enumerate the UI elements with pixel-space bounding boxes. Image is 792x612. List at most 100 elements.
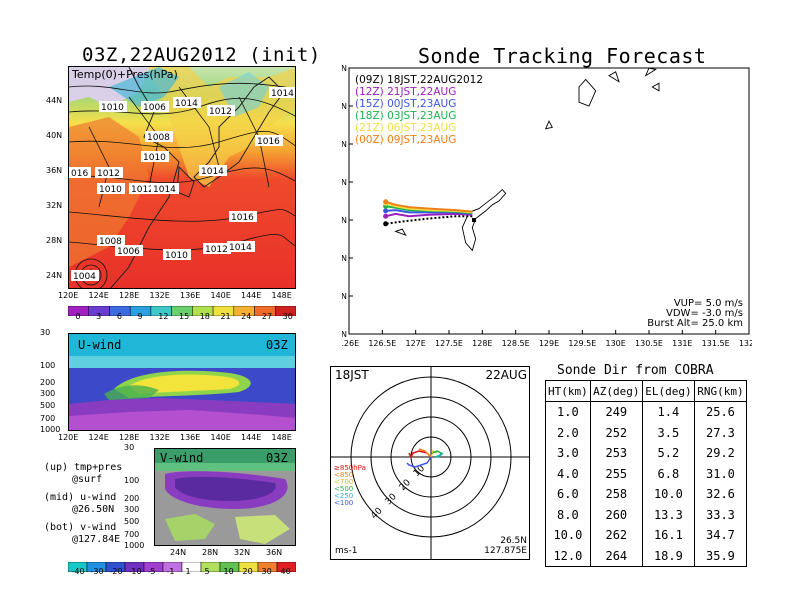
u-wind-svg [69,334,295,430]
wind-colorbar-tick: 1 [185,567,191,576]
u-pressure-tick: 1000 [40,425,61,434]
table-cell: 18.9 [642,545,695,567]
legend-entry: (21Z) 06JST,23AUG [355,122,456,134]
wind-colorbar-tick: -40 [71,567,85,576]
island-outline [544,120,553,130]
island-outline [394,228,407,237]
u-lon-tick: 140E [210,433,231,442]
lon-tick: 120E [58,291,79,300]
temp-colorbar-tick: 18 [199,312,210,321]
u-pressure-tick: 300 [40,389,56,398]
lon-tick: 140E [210,291,231,300]
table-row: 2.0 252 3.5 27.3 [545,422,747,443]
ring-label: 40 [369,506,384,521]
u-pressure-tick: 100 [40,361,56,370]
hodograph-date: 22AUG [485,368,527,382]
u-lon-tick: 120E [58,433,79,442]
v-pressure-tick: 30 [124,443,135,452]
hodograph-unit: ms-1 [335,546,357,556]
temp-colorbar-tick: 24 [241,312,252,321]
table-header-cell: RNG(km) [694,380,747,402]
table-cell: 264 [590,545,643,567]
wind-colorbar-tick: -5 [147,567,156,576]
pressure-label: 1016 [231,213,254,223]
hodograph-trace [406,456,432,468]
temp-colorbar-tick: 12 [158,312,169,321]
v-pressure-tick: 200 [124,494,140,503]
wind-colorbar-tick: -1 [166,567,175,576]
table-cell: 5.2 [642,443,695,464]
table-header-cell: EL(deg) [642,380,695,402]
v-lat-tick: 32N [234,548,251,557]
plot-frame [348,67,750,335]
lat-tick: 40N [46,131,63,140]
table-cell: 253 [590,443,643,464]
table-cell: 27.3 [706,425,735,440]
table-header-row: HT(km) AZ(deg) EL(deg) RNG(km) [545,380,747,402]
pressure-label-bg [199,165,227,176]
param-text: Burst Alt= 25.0 km [647,318,743,329]
wind-legend-sub: @26.50N [72,504,115,515]
u-lon-tick: 128E [119,433,140,442]
v-wind-label: V-wind [160,451,204,465]
pressure-label-bg [173,97,201,108]
u-lon-tick: 148E [271,433,292,442]
y-tick-label: 28N [342,102,347,111]
u-lon-tick: 144E [241,433,262,442]
pressure-label: 1010 [143,153,166,163]
legend-entry: (00Z) 09JST,23AUG [355,134,456,146]
v-pressure-tick: 1000 [124,541,145,550]
temp-colorbar-tick: 30 [282,312,293,321]
v-pressure-tick: 300 [124,505,140,514]
track-line [385,212,473,218]
launch-site-marker [472,218,476,222]
wind-legend-sub: @surf [72,474,103,485]
v-lat-tick: 28N [202,548,219,557]
table-cell: 1.4 [642,401,695,423]
y-tick-label: 27N [342,178,347,187]
table-cell: 29.2 [706,446,735,461]
x-tick-label: 128.5E [502,339,530,348]
table-cell: 10.0 [642,484,695,505]
pressure-label: 1016 [257,137,280,147]
track-endpoint [383,213,389,219]
lat-tick: 28N [46,236,63,245]
pressure-label-bg [97,235,125,246]
island-outline [608,71,620,83]
x-tick-label: 129E [539,339,559,348]
u-pressure-tick: 200 [40,378,56,387]
pressure-label: 1014 [153,185,176,195]
table-row: 1.0 249 1.4 25.6 [545,401,747,423]
u-lon-tick: 132E [149,433,170,442]
table-row: 4.0 255 6.8 31.0 [545,463,747,484]
lon-tick: 128E [119,291,140,300]
table-cell: 249 [590,401,643,423]
hodograph-level: ≥850hPa [334,464,366,472]
pressure-label-bg [141,151,169,162]
x-tick-label: 128E [472,339,492,348]
table-cell: 31.0 [706,466,735,481]
lat-tick: 24N [46,271,63,280]
param-text: VUP= 5.0 m/s [674,298,743,309]
x-tick-label: 132E [739,339,752,348]
pressure-label: 1014 [229,243,252,253]
temp-colorbar [67,301,297,317]
temp-colorbar-tick: 6 [116,312,122,321]
u-pressure-tick: 500 [40,401,56,410]
lon-tick: 136E [180,291,201,300]
wind-colorbar-tick: 30 [261,567,272,576]
pressure-label-bg [151,183,179,194]
y-tick-label: 26.5N [342,216,347,225]
pressure-label-bg [269,87,295,98]
pressure-label: 1008 [99,237,122,247]
wind-colorbar-tick: -30 [90,567,104,576]
tracking-chart-svg: 126E 126.5E 127E 127.5E 128E 128.5E 129E 129.5E… [323,64,759,348]
pressure-label: 016 [71,169,88,179]
hodograph-level: <700 [334,478,353,486]
wind-colorbar-tick: -20 [109,567,123,576]
table-cell: 13.3 [642,504,695,525]
y-tick-label: 25N [342,330,347,339]
temp-colorbar-tick: 27 [261,312,273,321]
